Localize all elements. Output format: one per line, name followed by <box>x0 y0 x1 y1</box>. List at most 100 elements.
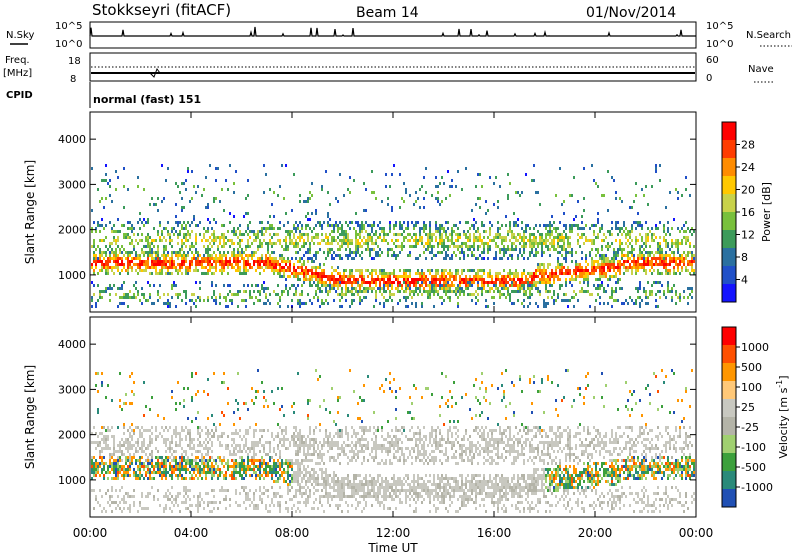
power-cell <box>109 287 111 290</box>
power-cell <box>249 266 251 269</box>
velocity-cell <box>151 441 153 444</box>
power-cell <box>349 248 351 251</box>
velocity-cell <box>165 477 167 480</box>
power-cell <box>259 230 261 233</box>
power-cell <box>151 254 153 257</box>
power-cell <box>317 266 319 269</box>
power-cell <box>667 284 669 287</box>
power-cell <box>535 254 537 257</box>
y-tick-label: 4000 <box>58 133 86 146</box>
power-cell <box>339 281 341 284</box>
velocity-cell <box>155 471 157 474</box>
power-cell <box>689 230 691 233</box>
power-cell <box>659 257 661 260</box>
power-cell <box>559 221 561 224</box>
power-cell <box>605 272 607 275</box>
velocity-cell <box>91 456 93 459</box>
power-cell <box>101 251 103 254</box>
power-cell <box>411 281 413 284</box>
power-cell <box>163 245 165 248</box>
power-cell <box>187 269 189 272</box>
power-cell <box>451 242 453 245</box>
power-cell <box>603 269 605 272</box>
power-cell <box>669 254 671 257</box>
power-cell <box>371 281 373 284</box>
velocity-cell <box>183 459 185 462</box>
power-cell <box>677 251 679 254</box>
velocity-cell <box>153 498 155 501</box>
velocity-cell <box>123 501 125 504</box>
power-cell <box>483 248 485 251</box>
velocity-cell <box>107 444 109 447</box>
power-cell <box>259 266 261 269</box>
power-cell <box>467 278 469 281</box>
power-cell <box>361 269 363 272</box>
power-cell <box>149 242 151 245</box>
power-cell <box>93 272 95 275</box>
mhz-label: [MHz] <box>3 68 32 79</box>
power-cell <box>177 185 179 188</box>
power-cell <box>669 272 671 275</box>
power-cell <box>415 191 417 194</box>
velocity-cell <box>191 465 193 468</box>
power-cell <box>341 245 343 248</box>
velocity-cell <box>169 507 171 510</box>
power-cell <box>639 224 641 227</box>
power-cell <box>217 260 219 263</box>
power-cell <box>291 272 293 275</box>
velocity-cell <box>221 471 223 474</box>
power-cell <box>257 284 259 287</box>
power-cell <box>515 221 517 224</box>
velocity-cell <box>213 435 215 438</box>
power-cell <box>447 272 449 275</box>
power-cell <box>237 242 239 245</box>
power-cell <box>465 233 467 236</box>
velocity-cell <box>137 474 139 477</box>
power-cell <box>547 278 549 281</box>
power-cell <box>161 260 163 263</box>
velocity-cell <box>141 435 143 438</box>
velocity-cell <box>205 444 207 447</box>
velocity-cell <box>239 435 241 438</box>
power-cell <box>143 263 145 266</box>
velocity-cell <box>127 468 129 471</box>
power-cell <box>171 230 173 233</box>
power-cell <box>145 299 147 302</box>
power-cell <box>583 278 585 281</box>
velocity-cell <box>159 504 161 507</box>
power-cell <box>371 290 373 293</box>
power-cell <box>141 263 143 266</box>
power-cell <box>523 251 525 254</box>
power-cell <box>571 254 573 257</box>
velocity-cell <box>127 465 129 468</box>
velocity-cell <box>213 501 215 504</box>
power-cell <box>631 299 633 302</box>
velocity-cell <box>107 384 109 387</box>
power-cell <box>301 302 303 305</box>
power-cell <box>361 221 363 224</box>
power-cell <box>501 293 503 296</box>
power-cell <box>97 260 99 263</box>
power-cell <box>657 227 659 230</box>
power-cell <box>351 290 353 293</box>
velocity-cell <box>247 492 249 495</box>
power-cell <box>391 248 393 251</box>
power-cell <box>157 257 159 260</box>
power-cell <box>665 263 667 266</box>
power-cell <box>313 275 315 278</box>
power-cell <box>293 275 295 278</box>
power-cell <box>469 281 471 284</box>
velocity-cell <box>171 495 173 498</box>
power-cell <box>391 254 393 257</box>
power-cell <box>659 164 661 167</box>
power-cell <box>497 272 499 275</box>
velocity-cell <box>179 474 181 477</box>
power-cell <box>679 254 681 257</box>
power-cell <box>601 239 603 242</box>
power-cell <box>121 284 123 287</box>
power-colorbar-swatch <box>722 230 736 248</box>
power-cell <box>273 290 275 293</box>
power-cell <box>151 257 153 260</box>
power-cell <box>573 272 575 275</box>
power-cell <box>131 296 133 299</box>
